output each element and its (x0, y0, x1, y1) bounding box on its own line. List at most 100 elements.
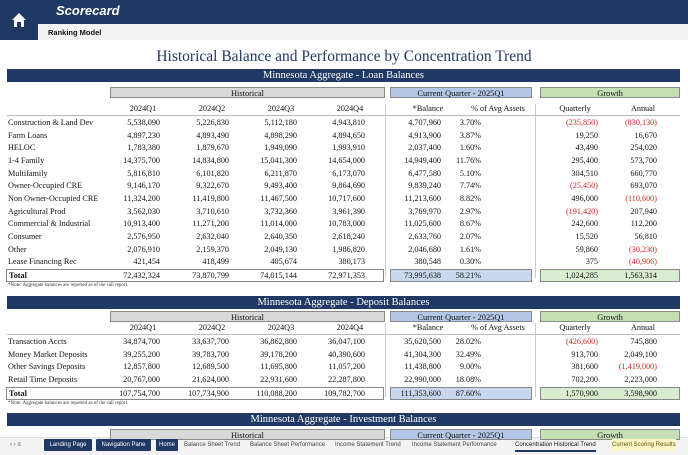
cell: 1,879,670 (196, 143, 229, 153)
total-label: Total (9, 271, 27, 281)
cell: 1,986,820 (332, 244, 365, 254)
cell: 28.02% (455, 337, 481, 346)
column-header: 2024Q2 (198, 104, 226, 113)
cell: 3,732,360 (264, 206, 297, 216)
cell: 107,734,900 (188, 389, 229, 399)
cell: (30,230) (629, 244, 657, 254)
nav-button[interactable]: Navigation Pane (96, 439, 151, 451)
cell: 36,862,800 (260, 337, 297, 346)
cell: 9.00% (459, 362, 481, 372)
cell: 39,255,200 (123, 349, 160, 359)
cell: 418,499 (202, 257, 229, 267)
cell: 11,025,600 (404, 219, 441, 229)
group-header: Growth (540, 311, 680, 322)
cell: (25,450) (570, 181, 598, 191)
column-header: % of Avg Assets (471, 323, 525, 332)
row-label: Retail Time Deposits (8, 375, 78, 385)
cell: 9,839,240 (408, 181, 441, 191)
cell: 6,101,820 (196, 168, 229, 178)
section-header: Minnesota Aggregate - Investment Balance… (7, 413, 680, 426)
cell: 10,717,600 (328, 193, 365, 203)
cell: (830,130) (624, 118, 657, 127)
group-header: Current Quarter - 2025Q1 (390, 311, 532, 322)
divider (385, 104, 386, 279)
sub-bar (38, 24, 688, 40)
cell: 1,949,090 (264, 143, 297, 153)
cell: 43,490 (575, 143, 598, 153)
cell: 1,993,910 (332, 143, 365, 153)
page-tab[interactable]: Balance Sheet Performance (250, 442, 326, 448)
cell: 111,353,600 (400, 389, 441, 399)
column-header: 2024Q3 (267, 104, 295, 113)
cell: 9,146,170 (127, 181, 160, 191)
group-header: Growth (540, 87, 680, 98)
row-label: Transaction Accts (8, 337, 67, 346)
column-header: *Balance (412, 104, 444, 113)
cell: 5,112,180 (264, 118, 297, 127)
cell: 34,874,700 (123, 337, 160, 346)
cell: 109,782,700 (324, 389, 365, 399)
cell: 2,640,350 (264, 231, 297, 241)
cell: 87.60% (455, 389, 481, 399)
cell: 59,860 (575, 244, 598, 254)
page-tab[interactable]: Concentration Historical Trend (515, 439, 596, 452)
row-label: Commercial & Industrial (8, 219, 91, 229)
cell: 2,632,040 (196, 231, 229, 241)
page-tab[interactable]: Current Scoring Results (612, 439, 676, 451)
cell: 9,864,690 (332, 181, 365, 191)
cell: 110,088,200 (256, 389, 297, 399)
row-label: Non Owner-Occupied CRE (8, 193, 99, 203)
cell: 660,770 (630, 168, 657, 178)
row-label: Agricultural Prod (8, 206, 66, 216)
cell: 1,570,900 (565, 389, 598, 399)
cell: 4,894,650 (332, 130, 365, 140)
cell: 14,654,000 (328, 155, 365, 165)
page-tab[interactable]: Income Statement Trend (335, 442, 401, 448)
cell: 3,710,610 (196, 206, 229, 216)
cell: 1,563,314 (624, 271, 657, 281)
cell: 11,324,200 (123, 193, 160, 203)
cell: 5,226,830 (196, 118, 229, 127)
total-label: Total (9, 389, 27, 399)
cell: 9,493,400 (264, 181, 297, 191)
cell: 11,467,500 (260, 193, 297, 203)
cell: 405,674 (270, 257, 297, 267)
cell: 3,562,030 (127, 206, 160, 216)
cell: 72,432,324 (123, 271, 160, 281)
cell: 1,783,380 (127, 143, 160, 153)
cell: 8.82% (459, 193, 481, 203)
cell: 41,304,300 (404, 349, 441, 359)
cell: 8.67% (459, 219, 481, 229)
nav-button[interactable]: Home (156, 439, 178, 451)
total-box (6, 387, 384, 401)
cell: (1,419,000) (618, 362, 657, 372)
cell: 1.60% (459, 143, 481, 153)
cell: 56,810 (634, 231, 657, 241)
home-button[interactable] (0, 0, 38, 40)
cell: 3,769,970 (408, 206, 441, 216)
cell: 702,200 (571, 375, 598, 385)
page-tab[interactable]: Balance Sheet Trend (184, 442, 241, 448)
cell: 15,520 (575, 231, 598, 241)
note: *Note: Aggregate balances are reported a… (8, 283, 129, 289)
note: *Note: Aggregate balances are reported a… (8, 401, 129, 407)
page-tab[interactable]: Income Statement Performance (412, 442, 497, 448)
cell: 693,070 (630, 181, 657, 191)
subtitle: Ranking Model (48, 28, 102, 37)
cell: 4,893,490 (196, 130, 229, 140)
row-label: Farm Loans (8, 130, 48, 140)
cell: (235,850) (565, 118, 598, 127)
cell: 14,834,800 (192, 155, 229, 165)
cell: 207,940 (630, 206, 657, 216)
cell: 3,598,900 (624, 389, 657, 399)
total-box (540, 387, 680, 401)
cell: 573,700 (630, 155, 657, 165)
nav-button[interactable]: Landing Page (44, 439, 92, 451)
cell: 18.08% (455, 375, 481, 385)
group-header: Current Quarter - 2025Q1 (390, 429, 532, 440)
cell: 11,419,800 (192, 193, 229, 203)
cell: 2,633,760 (408, 231, 441, 241)
section-header: Minnesota Aggregate - Loan Balances (7, 69, 680, 82)
cell: 2,076,910 (127, 244, 160, 254)
cell: 22,287,800 (328, 375, 365, 385)
